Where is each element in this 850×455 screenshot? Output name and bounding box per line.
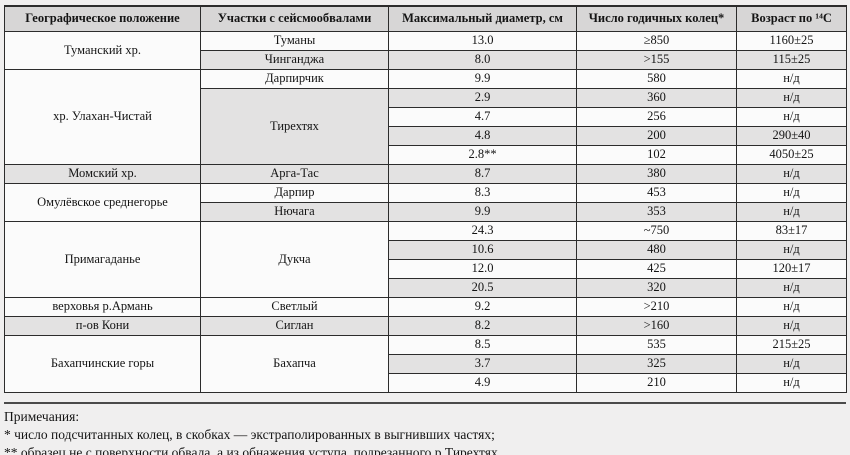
site-cell: Нючага <box>200 202 389 222</box>
location-cell: Туманский хр. <box>4 31 201 70</box>
diameter-cell: 8.2 <box>388 316 577 336</box>
notes-section: Примечания: * число подсчитанных колец, … <box>4 402 846 455</box>
location-cell: Примагаданье <box>4 221 201 298</box>
rings-cell: 102 <box>576 145 737 165</box>
age-cell: н/д <box>736 354 847 374</box>
table-row: верховья р.Армань Светлый 9.2 >210 н/д <box>4 297 847 317</box>
site-cell: Дукча <box>200 221 389 298</box>
col-header-age: Возраст по ¹⁴С <box>736 5 847 32</box>
age-cell: н/д <box>736 107 847 127</box>
rings-cell: 453 <box>576 183 737 203</box>
age-cell: н/д <box>736 183 847 203</box>
page: Географическое положение Участки с сейсм… <box>4 0 847 455</box>
col-header-location: Географическое положение <box>4 5 201 32</box>
diameter-cell: 2.9 <box>388 88 577 108</box>
diameter-cell: 3.7 <box>388 354 577 374</box>
rings-cell: ≥850 <box>576 31 737 51</box>
diameter-cell: 4.8 <box>388 126 577 146</box>
header-row: Географическое положение Участки с сейсм… <box>4 5 847 32</box>
site-cell: Туманы <box>200 31 389 51</box>
location-cell: Омулёвское среднегорье <box>4 183 201 222</box>
location-cell: Бахапчинские горы <box>4 335 201 393</box>
col-header-sites: Участки с сейсмообвалами <box>200 5 389 32</box>
diameter-cell: 9.2 <box>388 297 577 317</box>
note-double-asterisk: ** образец не с поверхности обвала, а из… <box>4 444 502 455</box>
location-cell: п-ов Кони <box>4 316 201 336</box>
location-cell: Момский хр. <box>4 164 201 184</box>
table-row: Примагаданье Дукча 24.3 ~750 83±17 <box>4 221 847 298</box>
age-cell: 290±40 <box>736 126 847 146</box>
site-cell: Дарпир <box>200 183 389 203</box>
diameter-cell: 8.3 <box>388 183 577 203</box>
diameter-cell: 4.9 <box>388 373 577 393</box>
table-row: Нючага 9.9 353 н/д <box>4 202 847 222</box>
rings-cell: >155 <box>576 50 737 70</box>
diameter-cell: 8.7 <box>388 164 577 184</box>
table-row: Омулёвское среднегорье Дарпир 8.3 453 н/… <box>4 183 847 222</box>
table-row: п-ов Кони Сиглан 8.2 >160 н/д <box>4 316 847 336</box>
age-cell: 115±25 <box>736 50 847 70</box>
table-row: Момский хр. Арга-Тас 8.7 380 н/д <box>4 164 847 184</box>
rings-cell: 256 <box>576 107 737 127</box>
rings-cell: 353 <box>576 202 737 222</box>
table-row: хр. Улахан-Чистай Дарпирчик 9.9 580 н/д <box>4 69 847 165</box>
seismic-rockfall-table: Географическое положение Участки с сейсм… <box>4 5 847 393</box>
diameter-cell: 2.8** <box>388 145 577 165</box>
rings-cell: 320 <box>576 278 737 298</box>
age-cell: н/д <box>736 88 847 108</box>
site-cell: Сиглан <box>200 316 389 336</box>
rings-cell: 210 <box>576 373 737 393</box>
location-cell: верховья р.Армань <box>4 297 201 317</box>
site-cell: Чинганджа <box>200 50 389 70</box>
age-cell: н/д <box>736 373 847 393</box>
diameter-cell: 20.5 <box>388 278 577 298</box>
diameter-cell: 9.9 <box>388 202 577 222</box>
rings-cell: 425 <box>576 259 737 279</box>
rings-cell: 380 <box>576 164 737 184</box>
rings-cell: ~750 <box>576 221 737 241</box>
rings-cell: 535 <box>576 335 737 355</box>
table-row: 10.6 480 н/д <box>4 240 847 260</box>
diameter-cell: 24.3 <box>388 221 577 241</box>
age-cell: 120±17 <box>736 259 847 279</box>
age-cell: н/д <box>736 69 847 89</box>
age-cell: н/д <box>736 316 847 336</box>
diameter-cell: 9.9 <box>388 69 577 89</box>
notes-title: Примечания: <box>4 409 80 424</box>
table-row: Бахапчинские горы Бахапча 8.5 535 215±25 <box>4 335 847 393</box>
diameter-cell: 13.0 <box>388 31 577 51</box>
table-row: Туманский хр. Туманы 13.0 ≥850 1160±25 <box>4 31 847 70</box>
site-cell: Бахапча <box>200 335 389 393</box>
rings-cell: >160 <box>576 316 737 336</box>
age-cell: н/д <box>736 297 847 317</box>
table-row: Чинганджа 8.0 >155 115±25 <box>4 50 847 70</box>
diameter-cell: 8.5 <box>388 335 577 355</box>
age-cell: 1160±25 <box>736 31 847 51</box>
site-cell: Арга-Тас <box>200 164 389 184</box>
note-asterisk: * число подсчитанных колец, в скобках — … <box>4 426 495 442</box>
diameter-cell: 8.0 <box>388 50 577 70</box>
age-cell: 83±17 <box>736 221 847 241</box>
site-cell: Светлый <box>200 297 389 317</box>
rings-cell: 200 <box>576 126 737 146</box>
site-cell: Тирехтях <box>200 88 389 165</box>
col-header-diameter: Максимальный диаметр, см <box>388 5 577 32</box>
age-cell: н/д <box>736 240 847 260</box>
age-cell: н/д <box>736 278 847 298</box>
age-cell: 215±25 <box>736 335 847 355</box>
rings-cell: 360 <box>576 88 737 108</box>
site-cell: Дарпирчик <box>200 69 389 89</box>
age-cell: н/д <box>736 202 847 222</box>
rings-cell: 325 <box>576 354 737 374</box>
col-header-rings: Число годичных колец* <box>576 5 737 32</box>
rings-cell: >210 <box>576 297 737 317</box>
diameter-cell: 4.7 <box>388 107 577 127</box>
rings-cell: 480 <box>576 240 737 260</box>
diameter-cell: 10.6 <box>388 240 577 260</box>
diameter-cell: 12.0 <box>388 259 577 279</box>
age-cell: 4050±25 <box>736 145 847 165</box>
rings-cell: 580 <box>576 69 737 89</box>
location-cell: хр. Улахан-Чистай <box>4 69 201 165</box>
age-cell: н/д <box>736 164 847 184</box>
